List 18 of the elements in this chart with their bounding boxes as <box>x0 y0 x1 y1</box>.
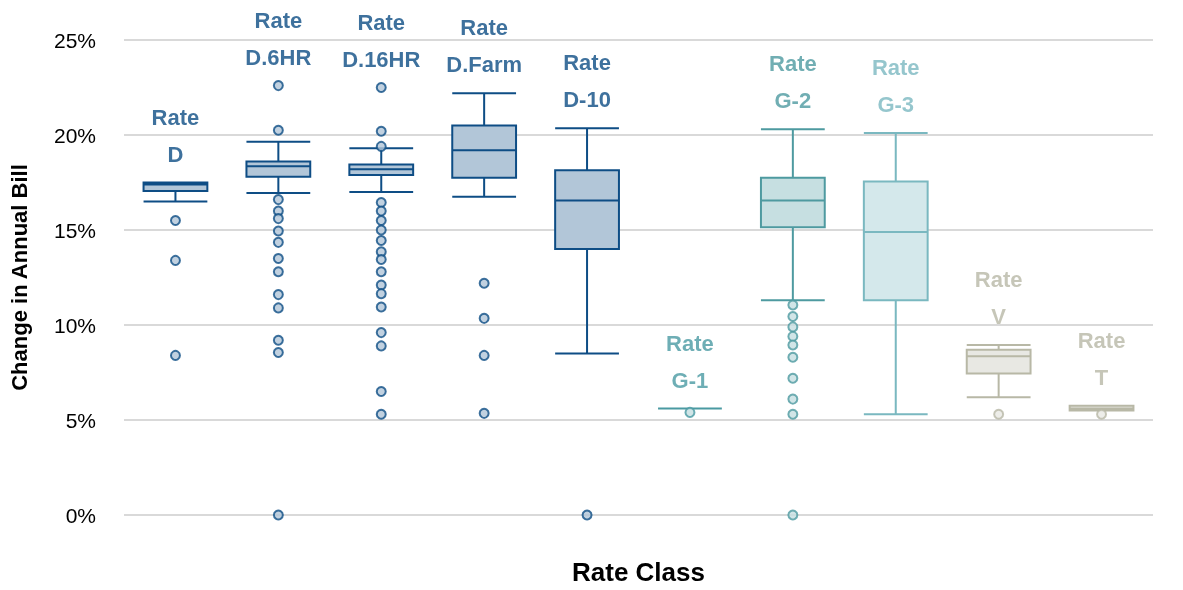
x-tick-label: Rate D.Farm <box>446 15 523 78</box>
x-tick-label: Rate D.16HR <box>342 9 421 72</box>
x-tick-label: Rate G-3 <box>871 55 920 118</box>
y-tick-label: 20% <box>53 123 96 147</box>
x-tick-label: Rate D-10 <box>563 50 611 113</box>
y-tick-label: 25% <box>53 28 96 52</box>
x-axis-title: Rate Class <box>572 557 705 587</box>
x-tick-label: Rate D.6HR <box>245 7 312 70</box>
y-tick-label: 0% <box>65 503 96 527</box>
y-tick-label: 10% <box>53 313 96 337</box>
x-tick-label: Rate G-2 <box>769 51 817 114</box>
y-tick-label: 15% <box>53 218 96 242</box>
y-axis-title: Change in Annual Bill <box>6 164 32 391</box>
y-tick-label: 5% <box>65 408 96 432</box>
x-tick-label: Rate V <box>974 266 1023 329</box>
x-tick-label: Rate T <box>1077 327 1126 390</box>
x-tick-label: Rate D <box>151 104 200 167</box>
x-tick-label: Rate G-1 <box>666 330 714 393</box>
